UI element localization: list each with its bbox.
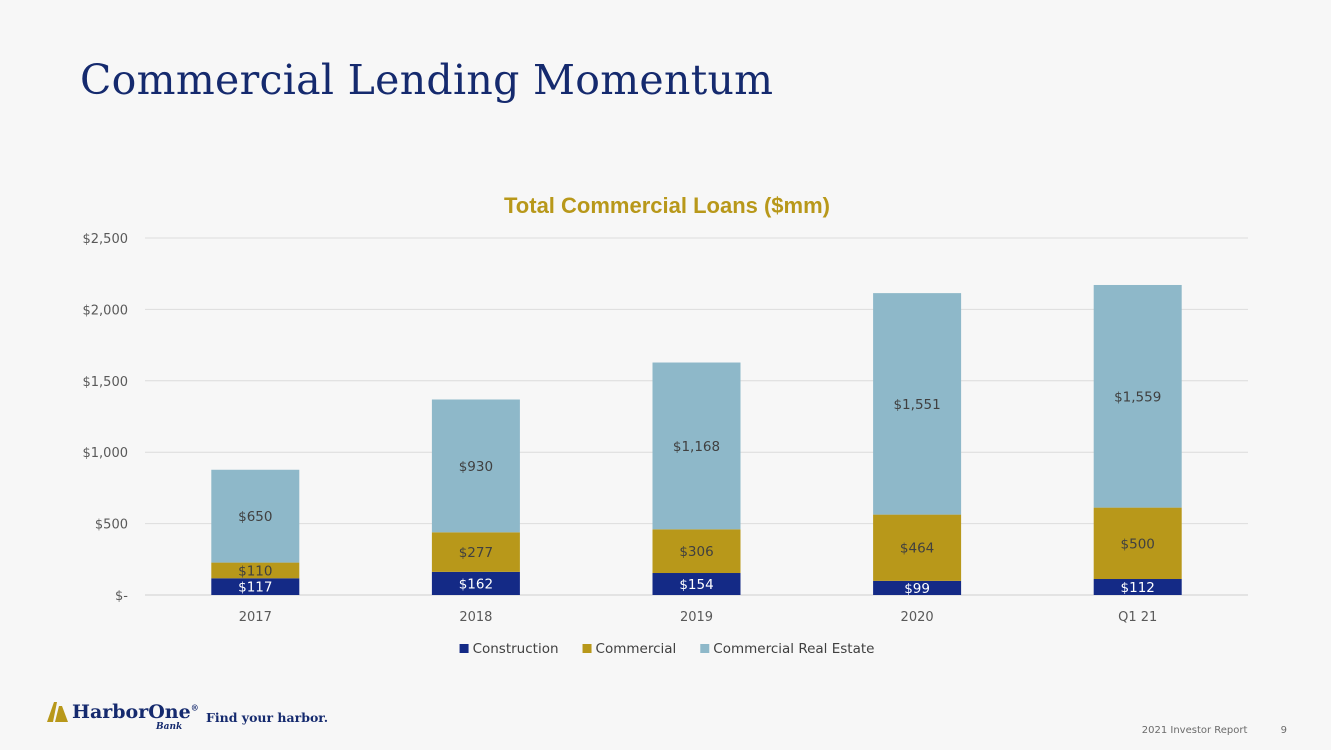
logo-bank: Bank (156, 722, 183, 732)
data-label: $99 (904, 581, 930, 597)
footer-report: 2021 Investor Report (1141, 725, 1248, 736)
chart-title: Total Commercial Loans ($mm) (504, 193, 830, 218)
y-axis: $- $500 $1,000 $1,500 $2,000 $2,500 (83, 232, 129, 604)
x-tick-label: Q1 21 (1118, 610, 1157, 625)
x-tick-label: 2017 (239, 610, 272, 625)
data-label: $154 (679, 577, 713, 593)
bar-segment (431, 532, 520, 572)
legend-item: Commercial (582, 641, 677, 657)
x-tick-label: 2019 (680, 610, 713, 625)
legend-label: Construction (473, 641, 559, 657)
y-tick-label: $500 (95, 518, 128, 533)
logo-tagline: Find your harbor. (206, 710, 329, 725)
legend-item: Commercial Real Estate (700, 641, 874, 657)
data-label: $112 (1121, 580, 1155, 596)
bar-segment (431, 571, 520, 595)
data-label: $930 (459, 459, 493, 475)
bar-segment (652, 362, 741, 530)
data-label: $464 (900, 541, 934, 557)
y-tick-label: $1,000 (83, 446, 129, 461)
x-tick-label: 2020 (901, 610, 934, 625)
legend: Construction Commercial Commercial Real Es… (459, 641, 874, 657)
bar-segment (211, 562, 300, 579)
bar-segment (652, 529, 741, 574)
footer: 2021 Investor Report 9 (1142, 725, 1287, 736)
bar-segment (1093, 579, 1182, 595)
bars: $117$110 $650 $162 $277 $930 $154 $306 $1,168 $9… (211, 284, 1182, 597)
logo-name: HarborOne® (72, 701, 199, 723)
bar-segment (652, 573, 741, 595)
legend-label: Commercial (596, 641, 677, 657)
bar-segment (211, 578, 300, 595)
legend-label: Commercial Real Estate (713, 641, 874, 657)
data-label: $162 (459, 576, 493, 592)
y-tick-label: $2,500 (83, 232, 129, 247)
legend-swatch (459, 644, 469, 653)
page-number: 9 (1280, 725, 1287, 736)
bar-segment (873, 580, 962, 595)
y-tick-label: $2,000 (83, 303, 129, 318)
y-tick-label: $1,500 (83, 375, 129, 390)
legend-swatch (700, 644, 710, 653)
slide-title: Commercial Lending Momentum (80, 56, 774, 104)
data-label: $117 (238, 580, 272, 596)
bar-segment (431, 399, 520, 533)
bar-segment (211, 469, 300, 563)
data-label: $1,559 (1114, 389, 1161, 405)
data-label: $1,168 (673, 439, 720, 455)
data-label: $110 (238, 563, 272, 579)
legend-item: Construction (459, 641, 559, 657)
bar-segment (1093, 507, 1182, 580)
lighthouse-mark-icon (47, 702, 68, 722)
data-label: $277 (459, 545, 493, 561)
data-label: $306 (679, 544, 713, 560)
data-label: $650 (238, 509, 272, 525)
data-label: $500 (1121, 536, 1155, 552)
x-axis: 2017 2018 2019 2020 Q1 21 (239, 610, 1158, 625)
y-tick-label: $- (115, 589, 128, 604)
data-label: $1,551 (893, 397, 940, 413)
bar-segment (873, 293, 962, 515)
x-tick-label: 2018 (459, 610, 492, 625)
legend-swatch (582, 644, 592, 653)
bar-segment (1093, 284, 1182, 508)
bar-segment (873, 514, 962, 581)
